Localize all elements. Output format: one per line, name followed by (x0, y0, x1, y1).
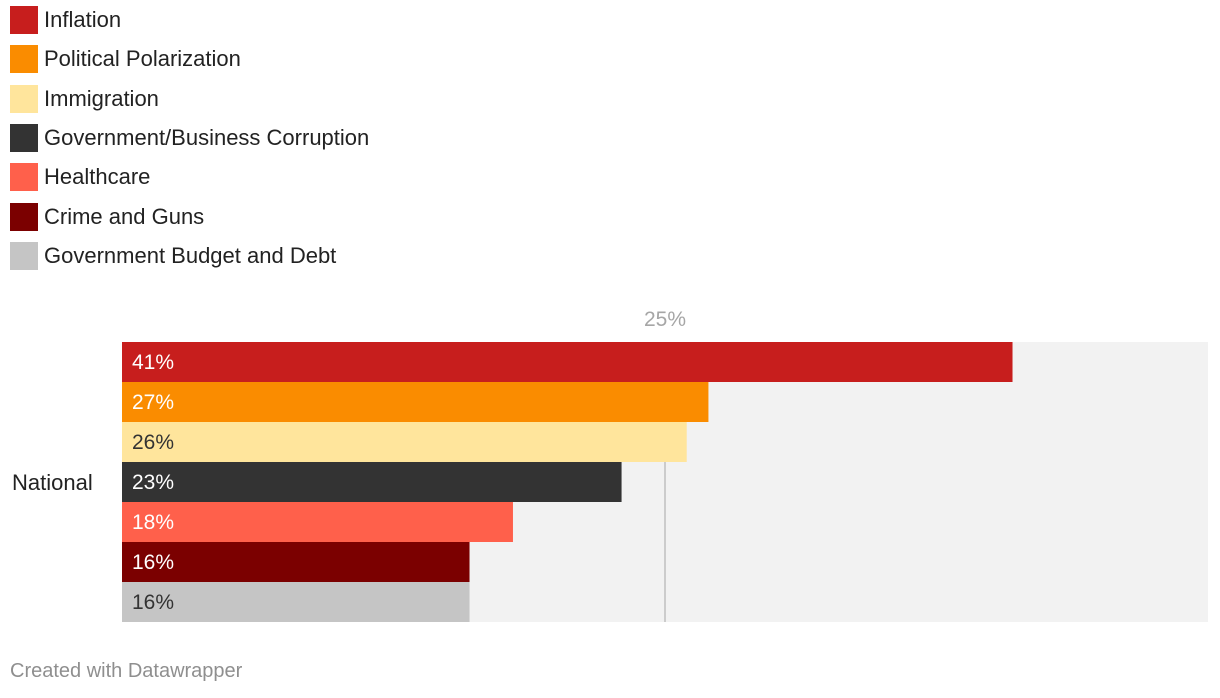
legend-label: Immigration (44, 86, 159, 111)
bar (122, 462, 622, 502)
bar-value-label: 27% (132, 391, 174, 414)
bar (122, 542, 470, 582)
bar (122, 582, 470, 622)
legend-swatch (10, 242, 38, 270)
bar (122, 382, 709, 422)
bar-value-label: 16% (132, 591, 174, 614)
bar-value-label: 16% (132, 551, 174, 574)
bar-chart: 25% 41% 27% 26% 23% 18% 16% 16% National (0, 300, 1220, 640)
legend-label: Healthcare (44, 164, 151, 189)
legend-label: Crime and Guns (44, 204, 205, 229)
legend-label: Inflation (44, 7, 122, 32)
category-label: National (12, 470, 93, 495)
bar-value-label: 26% (132, 431, 174, 454)
legend-swatch (10, 6, 38, 34)
legend-label: Political Polarization (44, 46, 241, 71)
bar (122, 422, 687, 462)
bar-value-label: 41% (132, 351, 174, 374)
reference-line-label: 25% (644, 308, 686, 331)
legend-swatch (10, 163, 38, 191)
legend-swatch (10, 203, 38, 231)
legend-label: Government/Business Corruption (44, 125, 370, 150)
bar-value-label: 23% (132, 471, 174, 494)
legend-swatch (10, 124, 38, 152)
bar (122, 342, 1013, 382)
legend-swatch (10, 45, 38, 73)
legend-swatch (10, 85, 38, 113)
bar-value-label: 18% (132, 511, 174, 534)
legend-label: Government Budget and Debt (44, 243, 337, 268)
bar (122, 502, 513, 542)
bar-chart-svg: 25% 41% 27% 26% 23% 18% 16% 16% National (12, 308, 1208, 622)
footer-credit: Created with Datawrapper (10, 660, 243, 682)
